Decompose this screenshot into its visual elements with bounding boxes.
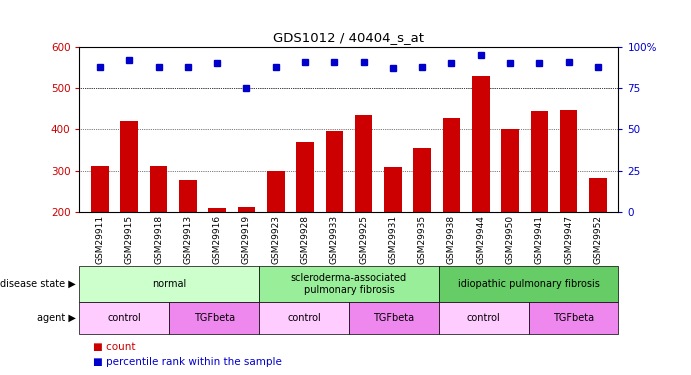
Text: TGFbeta: TGFbeta bbox=[193, 313, 235, 323]
Text: agent ▶: agent ▶ bbox=[37, 313, 76, 323]
Text: scleroderma-associated
pulmonary fibrosis: scleroderma-associated pulmonary fibrosi… bbox=[291, 273, 407, 295]
Bar bbox=[267, 171, 285, 212]
Bar bbox=[91, 166, 108, 212]
Bar bbox=[259, 302, 349, 334]
Bar bbox=[79, 266, 259, 302]
Bar bbox=[439, 266, 618, 302]
Title: GDS1012 / 40404_s_at: GDS1012 / 40404_s_at bbox=[274, 32, 424, 44]
Bar bbox=[531, 111, 548, 212]
Bar bbox=[349, 302, 439, 334]
Bar bbox=[150, 166, 167, 212]
Bar bbox=[354, 115, 372, 212]
Bar bbox=[259, 266, 439, 302]
Text: control: control bbox=[467, 313, 500, 323]
Bar bbox=[384, 167, 401, 212]
Bar bbox=[325, 132, 343, 212]
Text: control: control bbox=[108, 313, 141, 323]
Bar bbox=[443, 118, 460, 212]
Text: TGFbeta: TGFbeta bbox=[553, 313, 594, 323]
Text: ■ count: ■ count bbox=[93, 342, 136, 352]
Bar bbox=[238, 207, 255, 212]
Bar bbox=[209, 208, 226, 212]
Bar bbox=[79, 302, 169, 334]
Bar bbox=[439, 302, 529, 334]
Text: control: control bbox=[287, 313, 321, 323]
Bar bbox=[472, 76, 489, 212]
Text: TGFbeta: TGFbeta bbox=[373, 313, 415, 323]
Bar bbox=[120, 121, 138, 212]
Text: disease state ▶: disease state ▶ bbox=[0, 279, 76, 289]
Text: normal: normal bbox=[152, 279, 187, 289]
Bar bbox=[529, 302, 618, 334]
Text: idiopathic pulmonary fibrosis: idiopathic pulmonary fibrosis bbox=[457, 279, 600, 289]
Bar bbox=[589, 178, 607, 212]
Bar bbox=[296, 142, 314, 212]
Bar bbox=[169, 302, 259, 334]
Text: ■ percentile rank within the sample: ■ percentile rank within the sample bbox=[93, 357, 282, 367]
Bar bbox=[501, 129, 519, 212]
Bar bbox=[413, 148, 431, 212]
Bar bbox=[560, 110, 578, 212]
Bar bbox=[179, 180, 197, 212]
